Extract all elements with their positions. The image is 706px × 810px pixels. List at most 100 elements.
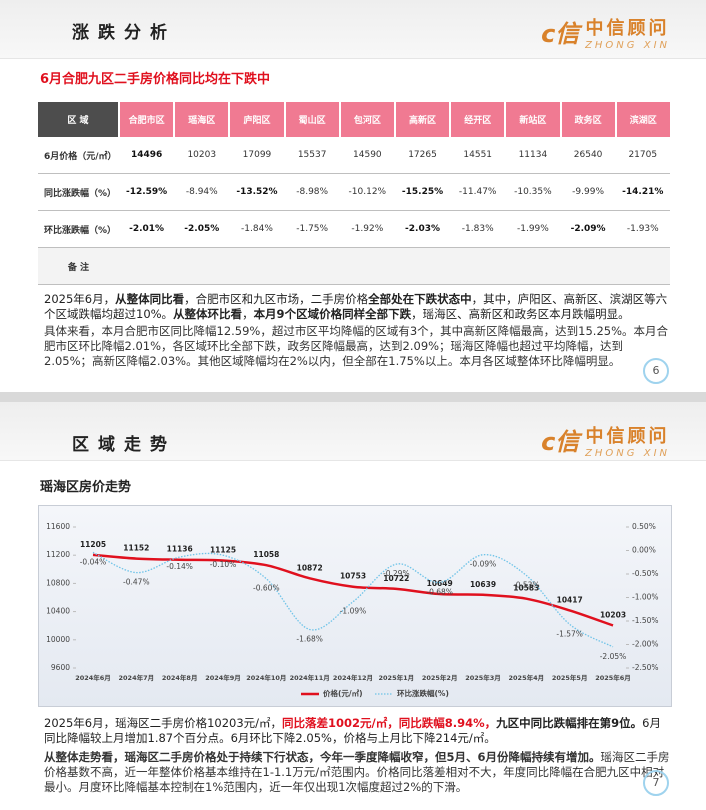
header-cell: 政务区: [559, 102, 616, 137]
data-label: -0.14%: [166, 562, 193, 571]
cell: -12.59%: [119, 173, 175, 211]
header-cell: 经开区: [449, 102, 506, 137]
logo: c信 中信顾问 ZHONG XIN: [541, 422, 670, 459]
chart: 9600 10000 10400 10800 11200 11600 0.50% 0.00% -…: [46, 522, 659, 698]
line: [92, 553, 614, 627]
data-label: -0.10%: [210, 560, 237, 569]
cell: 14496: [119, 137, 175, 174]
x-tick-label: 2024年7月: [119, 673, 155, 682]
cell: 10203: [174, 137, 230, 174]
y2-tick-label: -1.50%: [632, 616, 659, 625]
data-label: 10872: [297, 563, 323, 572]
row: 同比涨跌幅（%） -12.59% -8.94% -13.52% -8.98% -10.12…: [38, 173, 670, 211]
data-label: -0.29%: [383, 569, 410, 578]
data-label: -0.60%: [253, 584, 280, 593]
cell: [505, 247, 561, 285]
line: [92, 551, 614, 648]
legend-label: 环比涨跌幅(%): [397, 688, 449, 698]
header-cell: 合肥市区: [117, 102, 175, 137]
header-cell: 滨湖区: [614, 102, 670, 137]
text-run: ，合肥市区和九区市场，二手房价格: [184, 292, 369, 306]
chart-area: 9600 10000 10400 10800 11200 11600 0.50% 0.00% -…: [38, 505, 672, 707]
cell: 11134: [505, 137, 561, 174]
logo-mark: c信: [541, 428, 580, 456]
title: 涨跌分析: [72, 23, 176, 43]
paragraph: 2025年6月，瑶海区二手房价格10203元/㎡，同比落差1002元/㎡，同比跌…: [44, 716, 670, 746]
cell: -10.12%: [339, 173, 395, 211]
x-tick-label: 2024年11月: [290, 673, 330, 682]
paragraph: 2025年6月，从整体同比看，合肥市区和九区市场，二手房价格全部处在下跌状态中，…: [44, 292, 670, 322]
cell: 17265: [394, 137, 451, 174]
y2-tick-label: 0.00%: [632, 546, 656, 555]
logo-text: 中信顾问: [585, 18, 670, 39]
x-tick-label: 2024年6月: [75, 673, 111, 682]
cell: 同比涨跌幅（%）: [38, 173, 119, 211]
cell: -14.21%: [615, 173, 670, 211]
text-run: 同比落差1002元/㎡，同比跌幅8.94%，: [282, 716, 497, 730]
subtitle: 瑶海区房价走势: [40, 480, 132, 495]
cell: 14590: [339, 137, 395, 174]
y2-tick-label: -2.50%: [632, 663, 659, 672]
cell: [615, 247, 670, 285]
header-cell: 包河区: [338, 102, 395, 137]
data-label: 10417: [557, 595, 583, 604]
data-label: 10753: [340, 572, 366, 581]
header-cell: 瑶海区: [173, 102, 230, 137]
data-label: 10649: [427, 579, 453, 588]
cell: -1.84%: [229, 210, 285, 248]
x-tick-label: 2025年4月: [509, 673, 545, 682]
cell: -1.99%: [505, 210, 561, 248]
cell: 26540: [560, 137, 616, 174]
text-run: 6月同比降幅较上月增加1.87个百分点。6月环比下降2.05%，价格与上月比下降…: [44, 716, 661, 745]
header-cell: 区 域: [38, 102, 119, 137]
y2-tick-label: -0.50%: [632, 569, 659, 578]
cell: [394, 247, 451, 285]
row: 6月价格（元/㎡） 14496 10203 17099 15537 14590 17265 1…: [38, 137, 670, 174]
cell: -1.75%: [284, 210, 340, 248]
page-number: 6: [643, 358, 669, 384]
cell: -2.01%: [119, 210, 175, 248]
data-label: 10203: [600, 610, 626, 619]
slide: 涨跌分析 c信 中信顾问 ZHONG XIN 6月合肥九区二手房价格同比均在下跌…: [0, 0, 706, 392]
text-run: ，其中，庐阳区、高新区、滨湖区等六个区域跌幅均超过10%。: [44, 292, 668, 321]
cell: [560, 247, 616, 285]
text-run: 从整体环比看: [173, 307, 243, 321]
text-run: 具体来看，本月合肥市区同比降幅12.59%，超过市区平均降幅的区域有3个，其中高…: [44, 324, 669, 368]
cell: -1.93%: [615, 210, 670, 248]
paragraph: 从整体走势看，瑶海区二手房价格处于持续下行状态，今年一季度降幅收窄，但5月、6月…: [44, 750, 670, 795]
data-label: -0.47%: [123, 578, 150, 587]
text-run: ，: [242, 307, 254, 321]
cell: 15537: [284, 137, 340, 174]
x-tick-label: 2024年12月: [333, 673, 373, 682]
data-label: -1.09%: [340, 607, 367, 616]
cell: 备 注: [38, 247, 119, 285]
y2-tick-label: 0.50%: [632, 522, 656, 531]
data-label: -1.57%: [556, 629, 583, 638]
cell: -1.92%: [339, 210, 395, 248]
header-row: 区 域合肥市区 瑶海区 庐阳区 蜀山区 包河区 高新区 经开区 新站区 政务区 滨湖区: [38, 102, 670, 137]
x-tick-label: 2024年9月: [205, 673, 241, 682]
row: 备 注: [38, 247, 670, 285]
text-run: 2025年6月，: [44, 292, 116, 306]
cell: 6月价格（元/㎡）: [38, 137, 119, 174]
data-label: -1.68%: [296, 634, 323, 643]
paragraph: 具体来看，本月合肥市区同比降幅12.59%，超过市区平均降幅的区域有3个，其中高…: [44, 324, 670, 369]
text-run: 全部处在下跌状态中: [368, 292, 472, 306]
legend-label: 价格(元/㎡): [323, 688, 363, 698]
data-label: -0.68%: [426, 587, 453, 596]
cell: -2.05%: [174, 210, 230, 248]
x-tick-label: 2025年6月: [595, 673, 631, 682]
cell: -1.83%: [450, 210, 506, 248]
y-tick-label: 10000: [46, 635, 70, 644]
text-run: 从整体同比看: [115, 292, 185, 306]
x-tick-label: 2024年8月: [162, 673, 198, 682]
logo-en: ZHONG XIN: [585, 448, 670, 459]
page-number: 7: [643, 770, 669, 796]
cell: 环比涨跌幅（%）: [38, 210, 119, 248]
data-label: 11205: [80, 540, 106, 549]
header-cell: 新站区: [504, 102, 561, 137]
cell: 21705: [615, 137, 670, 174]
cell: -10.35%: [505, 173, 561, 211]
y2-tick-label: -1.00%: [632, 593, 659, 602]
